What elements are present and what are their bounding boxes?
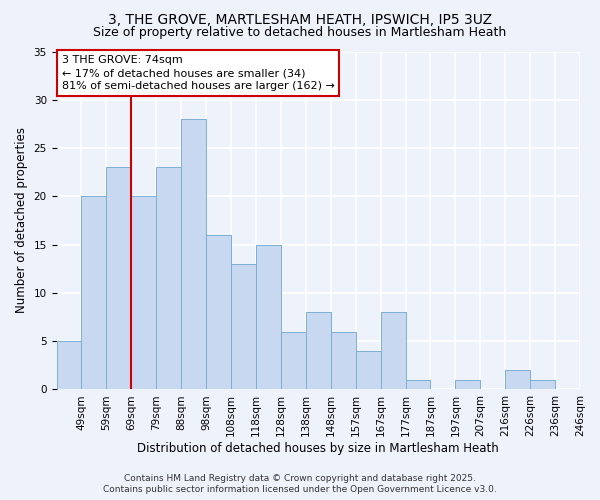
Bar xyxy=(505,370,530,390)
Bar xyxy=(82,196,106,390)
Bar xyxy=(56,341,82,390)
Bar xyxy=(306,312,331,390)
Bar xyxy=(331,332,356,390)
Bar xyxy=(131,196,156,390)
Bar xyxy=(106,168,131,390)
Bar xyxy=(156,168,181,390)
Bar xyxy=(380,312,406,390)
Y-axis label: Number of detached properties: Number of detached properties xyxy=(15,128,28,314)
Text: Contains HM Land Registry data © Crown copyright and database right 2025.
Contai: Contains HM Land Registry data © Crown c… xyxy=(103,474,497,494)
Text: Size of property relative to detached houses in Martlesham Heath: Size of property relative to detached ho… xyxy=(94,26,506,39)
Bar xyxy=(256,244,281,390)
X-axis label: Distribution of detached houses by size in Martlesham Heath: Distribution of detached houses by size … xyxy=(137,442,499,455)
Bar xyxy=(406,380,430,390)
Text: 3, THE GROVE, MARTLESHAM HEATH, IPSWICH, IP5 3UZ: 3, THE GROVE, MARTLESHAM HEATH, IPSWICH,… xyxy=(108,12,492,26)
Bar xyxy=(181,119,206,390)
Text: 3 THE GROVE: 74sqm
← 17% of detached houses are smaller (34)
81% of semi-detache: 3 THE GROVE: 74sqm ← 17% of detached hou… xyxy=(62,55,335,92)
Bar xyxy=(356,351,380,390)
Bar xyxy=(530,380,555,390)
Bar xyxy=(281,332,306,390)
Bar xyxy=(206,235,231,390)
Bar xyxy=(231,264,256,390)
Bar xyxy=(455,380,480,390)
